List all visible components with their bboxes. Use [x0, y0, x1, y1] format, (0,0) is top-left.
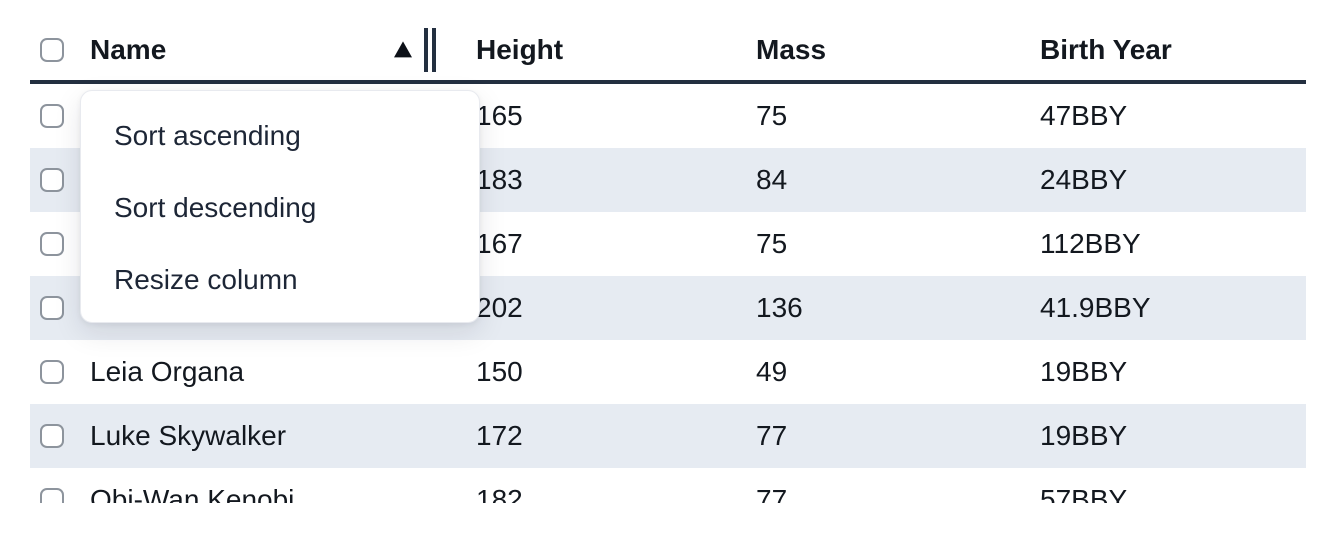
height-cell: 165 [476, 100, 523, 131]
birth-year-cell: 112BBY [1040, 228, 1141, 259]
row-checkbox[interactable] [40, 168, 64, 192]
table-row: Obi-Wan Kenobi 182 77 57BBY [30, 468, 1306, 503]
name-cell: Obi-Wan Kenobi [90, 484, 295, 503]
mass-cell: 136 [756, 292, 803, 323]
column-resize-handle[interactable] [424, 28, 436, 72]
mass-cell: 84 [756, 164, 788, 195]
menu-item-resize-column[interactable]: Resize column [114, 264, 298, 295]
row-checkbox[interactable] [40, 424, 64, 448]
select-all-cell [30, 20, 76, 80]
row-select-cell [30, 340, 76, 404]
mass-cell: 77 [756, 484, 788, 503]
birth-year-cell: 19BBY [1040, 356, 1128, 387]
menu-item-sort-ascending[interactable]: Sort ascending [114, 120, 301, 151]
mass-cell: 77 [756, 420, 788, 451]
height-cell: 172 [476, 420, 523, 451]
birth-year-cell: 47BBY [1040, 100, 1128, 131]
height-cell: 150 [476, 356, 523, 387]
column-header-mass[interactable]: Mass [756, 34, 827, 65]
birth-year-cell: 41.9BBY [1040, 292, 1151, 323]
row-checkbox[interactable] [40, 232, 64, 256]
table-row: 167 75 112BBY [30, 212, 1306, 276]
menu-item-sort-descending[interactable]: Sort descending [114, 192, 317, 223]
mass-cell: 49 [756, 356, 788, 387]
row-select-cell [30, 404, 76, 468]
table-body: 165 75 47BBY 183 84 24BBY 167 75 112BBY 202 136 41.… [30, 84, 1306, 503]
column-header-name-label: Name [90, 34, 167, 65]
column-context-menu: Sort ascending Sort descending Resize co… [80, 90, 480, 323]
row-checkbox[interactable] [40, 360, 64, 384]
height-cell: 167 [476, 228, 523, 259]
mass-cell: 75 [756, 228, 788, 259]
table-row: Luke Skywalker 172 77 19BBY [30, 404, 1306, 468]
column-header-height[interactable]: Height [476, 34, 564, 65]
row-select-cell [30, 84, 76, 148]
row-checkbox[interactable] [40, 296, 64, 320]
row-select-cell [30, 276, 76, 340]
height-cell: 202 [476, 292, 523, 323]
name-cell: Leia Organa [90, 356, 245, 387]
table-header-row: Name Height Mass Birth Year [30, 20, 1306, 84]
row-select-cell [30, 468, 76, 503]
name-cell: Luke Skywalker [90, 420, 287, 451]
table-row: 165 75 47BBY [30, 84, 1306, 148]
column-header-name[interactable]: Name [76, 20, 456, 80]
birth-year-cell: 24BBY [1040, 164, 1128, 195]
row-select-cell [30, 212, 76, 276]
select-all-checkbox[interactable] [40, 38, 64, 62]
table-row: Leia Organa 150 49 19BBY [30, 340, 1306, 404]
data-table: Name Height Mass Birth Year 165 75 47BBY 18… [30, 20, 1306, 503]
birth-year-cell: 19BBY [1040, 420, 1128, 451]
height-cell: 182 [476, 484, 523, 503]
mass-cell: 75 [756, 100, 788, 131]
row-checkbox[interactable] [40, 488, 64, 503]
row-select-cell [30, 148, 76, 212]
row-checkbox[interactable] [40, 104, 64, 128]
column-header-birth-year[interactable]: Birth Year [1040, 34, 1172, 65]
height-cell: 183 [476, 164, 523, 195]
birth-year-cell: 57BBY [1040, 484, 1128, 503]
sort-ascending-indicator-icon [394, 41, 412, 58]
